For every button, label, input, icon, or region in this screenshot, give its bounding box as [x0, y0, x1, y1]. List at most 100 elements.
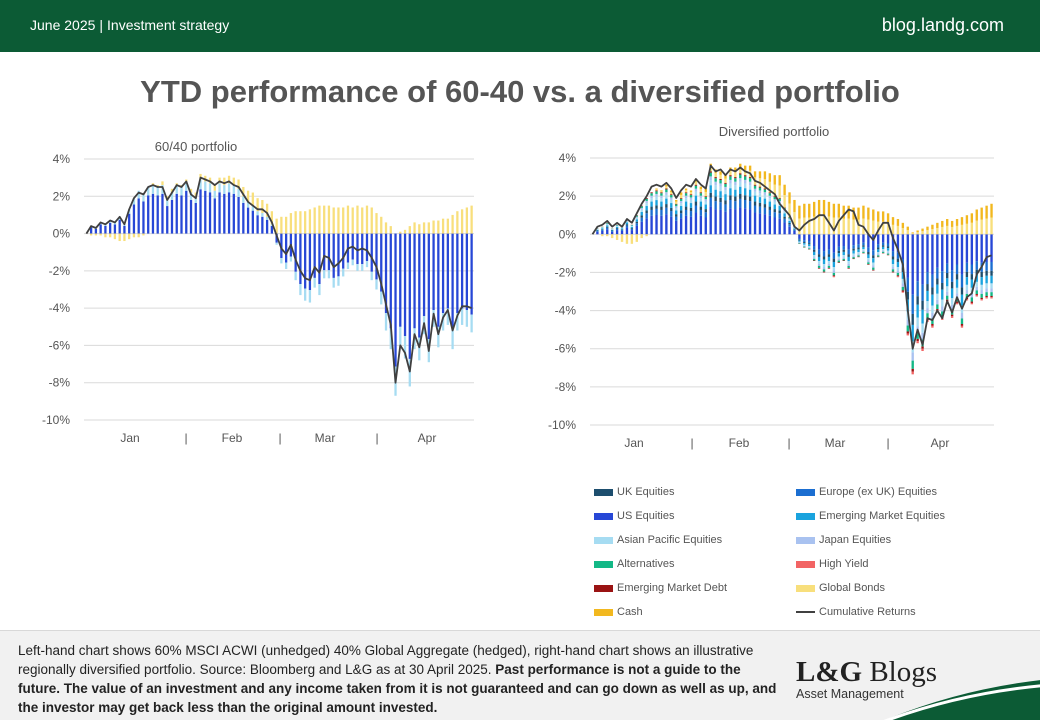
equity-bar-segment — [916, 317, 919, 327]
equity-bar-segment — [601, 230, 604, 235]
cash-bar-segment — [867, 207, 870, 220]
bar-stack — [670, 190, 673, 235]
equity-bar-segment — [665, 188, 668, 190]
y-tick-label: -8% — [555, 380, 577, 394]
equity-bar-segment — [242, 202, 245, 234]
equity-bar-segment — [901, 272, 905, 279]
bond-bar-segment — [719, 174, 722, 179]
equity-bar-segment — [650, 195, 653, 199]
equity-bar-segment — [748, 181, 752, 186]
equity-bar-segment — [620, 229, 624, 230]
equity-bar-segment — [675, 204, 678, 207]
bond-bar-segment — [886, 222, 890, 235]
equity-bar-segment — [744, 179, 747, 184]
equity-bar-segment — [615, 227, 619, 229]
site-link[interactable]: blog.landg.com — [881, 15, 1004, 35]
equity-bar-segment — [270, 225, 274, 234]
high-yield-bar-segment — [970, 302, 974, 305]
y-tick-label: -10% — [42, 413, 70, 427]
cash-bar-segment — [921, 228, 924, 232]
high-yield-bar-segment — [985, 297, 988, 299]
equity-bar-segment — [650, 201, 653, 207]
equity-bar-segment — [901, 278, 905, 284]
header-topic[interactable]: Investment strategy — [107, 17, 230, 33]
equity-bar-segment — [881, 245, 885, 247]
bond-bar-segment — [232, 177, 235, 186]
equity-bar-segment — [852, 257, 855, 259]
equity-bar-segment — [955, 279, 959, 288]
equity-bar-segment — [744, 195, 747, 200]
equity-bar-segment — [970, 293, 974, 298]
equity-bar-segment — [803, 242, 806, 244]
y-tick-label: -6% — [49, 338, 71, 352]
equity-bar-segment — [185, 181, 188, 191]
equity-bar-segment — [251, 210, 254, 234]
equity-bar-segment — [275, 233, 278, 243]
equity-bar-segment — [793, 227, 796, 229]
bar-stack — [280, 216, 283, 264]
equity-bar-segment — [817, 256, 821, 262]
bar-stack — [109, 220, 112, 238]
high-yield-bar-segment — [931, 325, 934, 328]
equity-bar-segment — [660, 192, 663, 194]
equity-bar-segment — [337, 276, 340, 286]
equity-bar-segment — [729, 208, 732, 235]
bar-stack — [180, 185, 183, 234]
equity-bar-segment — [313, 233, 316, 278]
bar-stack — [147, 186, 150, 234]
bond-bar-segment — [955, 225, 959, 235]
equity-bar-segment — [857, 244, 860, 248]
bar-stack — [606, 222, 609, 237]
chart-title: Diversified portfolio — [719, 124, 830, 139]
equity-bar-segment — [808, 247, 811, 249]
cash-bar-segment — [990, 203, 993, 218]
equity-bar-segment — [877, 249, 880, 253]
equity-bar-segment — [832, 272, 836, 276]
equity-bar-segment — [763, 194, 767, 199]
equity-bar-segment — [950, 298, 954, 305]
brand-logo[interactable]: L&G Blogs Asset Management — [796, 657, 937, 701]
bond-bar-segment — [778, 185, 781, 199]
bond-bar-segment — [822, 215, 826, 235]
bond-bar-segment — [437, 220, 440, 234]
equity-bar-segment — [394, 233, 397, 367]
legend-label: Europe (ex UK) Equities — [819, 486, 937, 498]
bond-bar-segment — [739, 168, 742, 174]
equity-bar-segment — [808, 246, 811, 248]
equity-bar-segment — [744, 199, 747, 209]
cash-bar-segment — [936, 222, 939, 228]
equity-bar-segment — [822, 256, 826, 260]
cash-bar-segment — [980, 207, 983, 220]
equity-bar-segment — [403, 233, 407, 336]
equity-bar-segment — [783, 213, 786, 217]
equity-bar-segment — [714, 178, 717, 182]
equity-bar-segment — [788, 220, 791, 223]
equity-bar-segment — [615, 228, 619, 231]
equity-bar-segment — [916, 338, 919, 342]
equity-bar-segment — [803, 243, 806, 245]
equity-bar-segment — [837, 234, 840, 247]
legend-label: Asian Pacific Equities — [617, 534, 723, 546]
bar-stack — [625, 219, 629, 244]
equity-bar-segment — [739, 186, 742, 195]
cash-bar-segment — [847, 205, 850, 219]
legend-item: UK Equities — [594, 486, 674, 498]
equity-bar-segment — [675, 210, 678, 215]
equity-bar-segment — [689, 197, 693, 200]
bond-bar-segment — [370, 207, 373, 234]
bar-stack — [808, 203, 811, 250]
equity-bar-segment — [877, 252, 880, 254]
equity-bar-segment — [886, 250, 890, 253]
equity-bar-segment — [763, 192, 767, 195]
equity-bar-segment — [842, 257, 845, 259]
equity-bar-segment — [798, 238, 801, 240]
bond-bar-segment — [960, 224, 964, 235]
equity-bar-segment — [773, 209, 776, 213]
equity-bar-segment — [763, 189, 767, 193]
equity-bar-segment — [441, 313, 445, 331]
equity-bar-segment — [891, 267, 895, 270]
equity-bar-segment — [645, 200, 648, 204]
equity-bar-segment — [778, 210, 781, 214]
equity-bar-segment — [380, 233, 383, 292]
equity-bar-segment — [714, 189, 717, 197]
